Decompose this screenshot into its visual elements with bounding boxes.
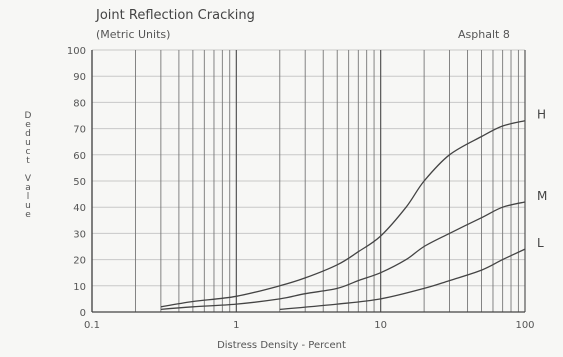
- y-axis-label-char: u: [25, 201, 31, 211]
- x-axis-label: Distress Density - Percent: [217, 340, 346, 351]
- y-tick-label: 90: [73, 72, 86, 83]
- y-axis-label-char: e: [25, 120, 31, 130]
- y-tick-label: 30: [73, 229, 86, 240]
- y-axis-label-char: a: [25, 183, 31, 193]
- series-line-h: [160, 120, 526, 308]
- y-tick-label: 20: [73, 256, 86, 267]
- series-label-h: H: [537, 108, 546, 122]
- y-tick-label: 70: [73, 125, 86, 136]
- y-axis-label-char: V: [24, 174, 32, 184]
- x-tick-label: 0.1: [84, 320, 100, 331]
- y-axis-label-char: d: [25, 129, 31, 139]
- series-label-m: M: [537, 189, 547, 203]
- series-label-l: L: [537, 236, 544, 250]
- y-tick-label: 80: [73, 98, 86, 109]
- y-tick-label: 60: [73, 151, 86, 162]
- x-tick-label: 1: [233, 320, 239, 331]
- y-axis-label-char: l: [26, 192, 30, 202]
- y-tick-label: 10: [73, 282, 86, 293]
- chart-subtitle: (Metric Units): [96, 28, 171, 41]
- y-axis-label-char: u: [25, 138, 31, 148]
- y-tick-label: 50: [73, 177, 86, 188]
- x-tick-label: 100: [515, 320, 534, 331]
- material-label: Asphalt 8: [458, 28, 510, 41]
- y-axis-label-char: t: [26, 156, 30, 166]
- series-line-l: [279, 248, 526, 311]
- y-tick-label: 0: [80, 308, 86, 319]
- y-tick-label: 40: [73, 203, 86, 214]
- y-axis-label-char: e: [25, 210, 31, 220]
- y-tick-label: 100: [67, 46, 86, 57]
- y-axis-label-char: c: [25, 147, 31, 157]
- y-axis-label-char: D: [24, 111, 32, 121]
- x-tick-label: 10: [374, 320, 387, 331]
- chart-title: Joint Reflection Cracking: [96, 8, 255, 23]
- series-line-m: [160, 201, 526, 311]
